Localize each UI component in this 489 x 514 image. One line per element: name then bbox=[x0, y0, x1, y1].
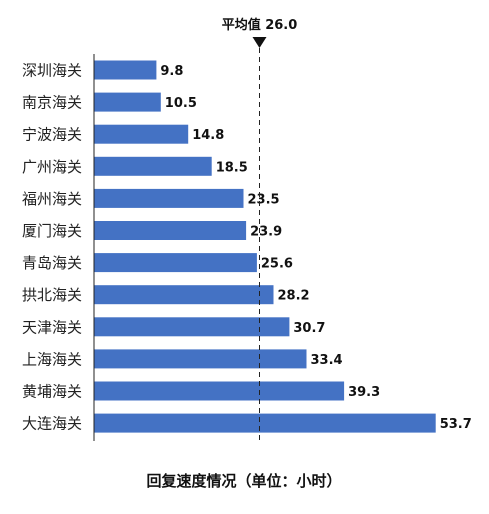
bar bbox=[94, 285, 274, 305]
value-label: 10.5 bbox=[165, 96, 197, 111]
x-axis-label: 回复速度情况（单位：小时） bbox=[146, 472, 341, 490]
category-label: 广州海关 bbox=[22, 158, 82, 176]
category-label: 拱北海关 bbox=[22, 286, 82, 304]
category-label: 深圳海关 bbox=[22, 62, 82, 80]
bars-group: 深圳海关 9.8 南京海关 10.5 宁波海关 14.8 广州海关 18.5 福州海关 23.5 厦… bbox=[22, 60, 472, 433]
bar bbox=[94, 349, 307, 369]
category-label: 厦门海关 bbox=[22, 222, 82, 240]
value-label: 14.8 bbox=[192, 128, 224, 143]
bar bbox=[94, 188, 244, 208]
bar bbox=[94, 221, 247, 240]
bar bbox=[94, 124, 189, 144]
value-label: 30.7 bbox=[293, 321, 325, 336]
value-label: 28.2 bbox=[278, 289, 310, 304]
category-label: 青岛海关 bbox=[22, 254, 82, 272]
average-label: 平均值 26.0 bbox=[222, 17, 298, 33]
category-label: 福州海关 bbox=[22, 190, 82, 208]
bar bbox=[94, 413, 436, 433]
category-label: 黄埔海关 bbox=[22, 383, 82, 401]
value-label: 53.7 bbox=[440, 417, 472, 432]
bar bbox=[94, 156, 212, 176]
bar bbox=[94, 381, 345, 401]
value-label: 9.8 bbox=[160, 64, 183, 79]
average-marker-triangle bbox=[252, 37, 267, 48]
value-label: 33.4 bbox=[311, 353, 343, 368]
bar bbox=[94, 317, 290, 337]
value-label: 25.6 bbox=[261, 257, 293, 272]
category-label: 上海海关 bbox=[22, 350, 82, 368]
category-label: 大连海关 bbox=[22, 415, 82, 433]
bar bbox=[94, 253, 257, 273]
bar bbox=[94, 60, 157, 80]
category-label: 天津海关 bbox=[22, 318, 82, 336]
bar bbox=[94, 92, 161, 112]
value-label: 23.9 bbox=[250, 225, 282, 240]
value-label: 39.3 bbox=[348, 385, 380, 400]
category-label: 宁波海关 bbox=[22, 126, 82, 144]
category-label: 南京海关 bbox=[22, 94, 82, 112]
value-label: 18.5 bbox=[216, 160, 248, 175]
value-label: 23.5 bbox=[248, 192, 280, 207]
